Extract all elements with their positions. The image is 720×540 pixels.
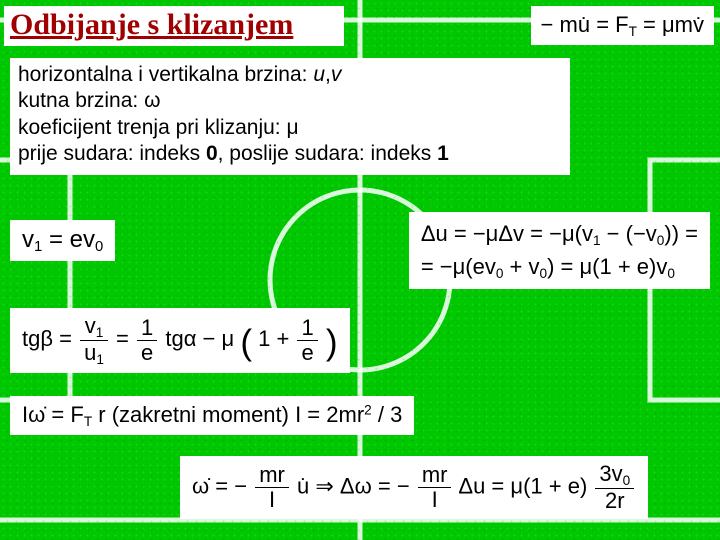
t: = F: [45, 402, 84, 427]
t: = ev: [42, 226, 95, 253]
t: 0: [95, 239, 103, 255]
t: − (−v: [601, 221, 657, 246]
t: μ: [286, 116, 298, 139]
t: 1: [96, 352, 104, 367]
t: I: [255, 488, 289, 512]
t: T: [629, 24, 637, 39]
t: 0: [206, 142, 218, 165]
t: mr: [418, 463, 452, 488]
t: T: [84, 414, 92, 429]
t: v̇: [693, 12, 704, 37]
t: v: [22, 226, 34, 253]
t: − m: [541, 12, 578, 37]
t: mr: [255, 463, 289, 488]
t: )) =: [664, 221, 698, 246]
t: e: [297, 341, 317, 365]
slide-title: Odbijanje s klizanjem: [4, 6, 344, 46]
t: ) = μ(1 + e)v: [547, 254, 667, 279]
t: 1: [297, 316, 317, 341]
t: 0: [623, 473, 631, 488]
t: 0: [667, 265, 675, 280]
t: 1: [437, 142, 449, 165]
frac: mr I: [418, 463, 452, 512]
t: Δu = μ(1 + e): [458, 473, 593, 498]
t: I: [418, 488, 452, 512]
t: u: [313, 63, 325, 86]
t: 3v: [599, 461, 622, 486]
t: / 3: [372, 402, 403, 427]
t: ω: [144, 89, 160, 112]
t: u: [84, 340, 96, 365]
t: r (zakretni moment) I = 2mr: [92, 402, 364, 427]
t: u̇: [297, 473, 309, 498]
t: tgα − μ: [165, 326, 234, 351]
t: ⇒ Δω = −: [309, 473, 416, 498]
t: =: [116, 326, 135, 351]
eq-tan-beta: tgβ = v1 u1 = 1 e tgα − μ ( 1 + 1 e ): [10, 308, 350, 373]
t: horizontalna i vertikalna brzina:: [18, 63, 313, 86]
t: = −: [209, 473, 253, 498]
t: 1: [96, 325, 104, 340]
rparen: ): [326, 323, 338, 362]
t: , poslije sudara: indeks: [218, 142, 437, 165]
t: prije sudara: indeks: [18, 142, 206, 165]
eq-delta-u: Δu = −μΔv = −μ(v1 − (−v 0 )) = = −μ(ev 0 + …: [409, 212, 710, 289]
eq-impulse-friction: − mu̇u̇ = FT = μmv̇: [531, 6, 714, 45]
eq-v1-ev0: v1 = ev0: [10, 220, 115, 261]
t: kutna brzina:: [18, 89, 144, 112]
t: v: [85, 313, 96, 338]
frac: v1 u1: [80, 314, 108, 367]
t: tgβ =: [22, 326, 78, 351]
t: 0: [540, 265, 548, 280]
t: ω̇: [28, 402, 45, 427]
t: v: [331, 63, 342, 86]
t: 2r: [595, 489, 634, 513]
t: = −μ(ev: [421, 254, 496, 279]
t: + v: [503, 254, 539, 279]
frac: mr I: [255, 463, 289, 512]
t: e: [137, 341, 157, 365]
eq-delta-omega: ω̇ = − mr I u̇ ⇒ Δω = − mr I Δu = μ(1 + …: [180, 456, 648, 519]
t: = μm: [637, 12, 693, 37]
t: u̇: [578, 12, 590, 37]
t: = F: [590, 12, 629, 37]
eq-moment-inertia: Iω̇ = FT r (zakretni moment) I = 2mr2 / …: [10, 396, 414, 435]
frac: 1 e: [137, 316, 157, 365]
lparen: (: [240, 323, 252, 362]
frac: 1 e: [297, 316, 317, 365]
t: 1 +: [258, 326, 295, 351]
t: 2: [364, 403, 372, 418]
t: 1: [137, 316, 157, 341]
definitions-box: horizontalna i vertikalna brzina: u,v ku…: [10, 58, 570, 175]
t: ω̇: [192, 473, 209, 498]
frac: 3v0 2r: [595, 462, 634, 513]
t: koeficijent trenja pri klizanju:: [18, 116, 286, 139]
t: 1: [593, 233, 601, 248]
t: Δu = −μΔv = −μ(v: [421, 221, 593, 246]
